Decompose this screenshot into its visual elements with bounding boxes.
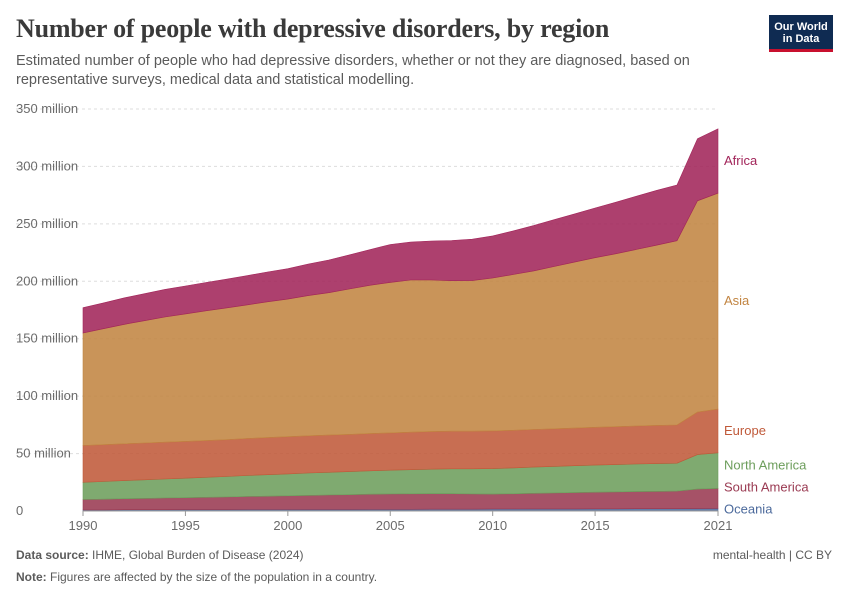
logo-line-1: Our World: [774, 21, 828, 33]
x-tick-label: 2010: [478, 518, 507, 533]
chart-note: Note: Figures are affected by the size o…: [16, 570, 377, 584]
note-label: Note:: [16, 570, 47, 584]
area-africa[interactable]: [82, 128, 719, 334]
x-tick-label: 2005: [376, 518, 405, 533]
series-label-south-america[interactable]: South America: [724, 480, 809, 495]
data-source: Data source: IHME, Global Burden of Dise…: [16, 548, 303, 562]
series-label-europe[interactable]: Europe: [724, 423, 766, 438]
y-tick-label: 250 million: [16, 216, 78, 231]
series-label-north-america[interactable]: North America: [724, 458, 807, 473]
series-label-africa[interactable]: Africa: [724, 153, 758, 168]
x-tick-label: 2015: [581, 518, 610, 533]
y-tick-label: 100 million: [16, 388, 78, 403]
y-tick-label: 50 million: [16, 446, 71, 461]
x-tick-label: 2000: [273, 518, 302, 533]
y-tick-label: 0: [16, 503, 23, 518]
logo-line-2: in Data: [782, 33, 820, 45]
x-axis-ticks: 1990 1995 2000 2005 2010 2015 2021: [69, 510, 733, 533]
data-source-text[interactable]: IHME, Global Burden of Disease (2024): [92, 548, 304, 562]
chart-subtitle: Estimated number of people who had depre…: [16, 53, 690, 88]
stacked-area-chart: 0 50 million 100 million 150 million 200 mil…: [16, 101, 809, 533]
y-axis-ticks: 0 50 million 100 million 150 million 200 mil…: [16, 101, 78, 518]
x-tick-label: 1995: [171, 518, 200, 533]
data-source-label: Data source:: [16, 548, 89, 562]
owid-logo[interactable]: Our World in Data: [769, 15, 833, 52]
x-tick-label: 2021: [704, 518, 733, 533]
license-text[interactable]: mental-health | CC BY: [712, 548, 832, 562]
y-tick-label: 200 million: [16, 273, 78, 288]
series-label-oceania[interactable]: Oceania: [724, 502, 773, 517]
chart-title: Number of people with depressive disorde…: [16, 14, 610, 43]
x-tick-label: 1990: [69, 518, 98, 533]
y-tick-label: 150 million: [16, 331, 78, 346]
area-series-group: [82, 128, 719, 512]
y-tick-label: 350 million: [16, 101, 78, 116]
series-label-asia[interactable]: Asia: [724, 293, 750, 308]
y-tick-label: 300 million: [16, 158, 78, 173]
series-labels: Oceania South America North America Europe A…: [724, 153, 809, 517]
note-text: Figures are affected by the size of the …: [50, 570, 378, 584]
